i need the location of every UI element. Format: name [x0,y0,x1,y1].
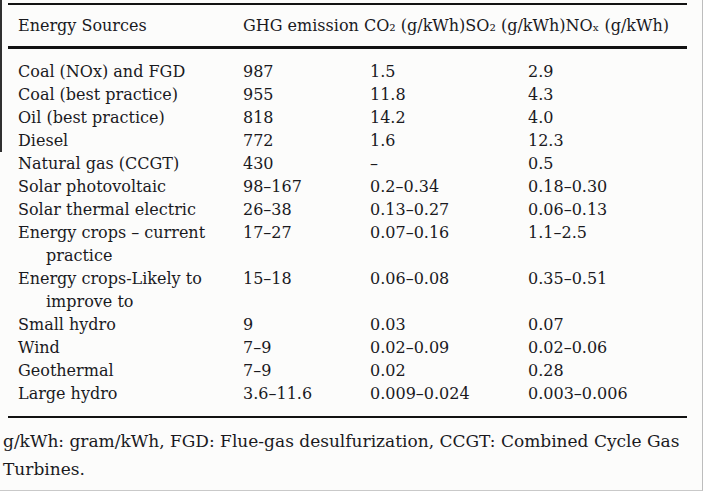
so2-value: 0.02 [370,359,528,382]
co2-value: 26–38 [243,198,370,221]
energy-source-name-cont: practice [18,244,243,267]
energy-source-cell: Energy crops-Likely to improve to [18,267,243,313]
table-row: Diesel 772 1.6 12.3 [18,129,687,152]
nox-value: 0.28 [528,359,687,382]
energy-source-cell: Coal (NOx) and FGD [18,60,243,83]
energy-source-cell: Oil (best practice) [18,106,243,129]
energy-source-name: Oil (best practice) [18,106,243,129]
co2-value: 7–9 [243,336,370,359]
co2-value: 9 [243,313,370,336]
table-row: Solar thermal electric 26–38 0.13–0.27 0… [18,198,687,221]
energy-source-cell: Small hydro [18,313,243,336]
table-body: Coal (NOx) and FGD 987 1.5 2.9 Coal (bes… [8,49,687,416]
co2-value: 3.6–11.6 [243,382,370,405]
emissions-table: Energy Sources GHG emission CO₂ (g/kWh)S… [8,3,687,418]
table-row: Large hydro 3.6–11.6 0.009–0.024 0.003–0… [18,382,687,405]
header-emissions: GHG emission CO₂ (g/kWh)SO₂ (g/kWh)NOₓ (… [243,16,687,35]
energy-source-name: Solar photovoltaic [18,175,243,198]
co2-value: 7–9 [243,359,370,382]
energy-source-name: Coal (NOx) and FGD [18,60,243,83]
co2-value: 17–27 [243,221,370,267]
table-row: Natural gas (CCGT) 430 – 0.5 [18,152,687,175]
co2-value: 955 [243,83,370,106]
energy-source-cell: Geothermal [18,359,243,382]
energy-source-cell: Solar photovoltaic [18,175,243,198]
so2-value: 11.8 [370,83,528,106]
nox-value: 4.0 [528,106,687,129]
energy-source-cell: Large hydro [18,382,243,405]
table-header-row: Energy Sources GHG emission CO₂ (g/kWh)S… [8,5,687,49]
co2-value: 15–18 [243,267,370,313]
energy-source-name: Wind [18,336,243,359]
table-row: Coal (NOx) and FGD 987 1.5 2.9 [18,60,687,83]
so2-value: 14.2 [370,106,528,129]
so2-value: 1.5 [370,60,528,83]
nox-value: 0.06–0.13 [528,198,687,221]
energy-source-name: Coal (best practice) [18,83,243,106]
energy-source-name: Small hydro [18,313,243,336]
energy-source-name: Large hydro [18,382,243,405]
nox-value: 0.35–0.51 [528,267,687,313]
co2-value: 818 [243,106,370,129]
nox-value: 1.1–2.5 [528,221,687,267]
energy-source-name: Energy crops-Likely to [18,267,243,290]
table-row: Coal (best practice) 955 11.8 4.3 [18,83,687,106]
table-row: Wind 7–9 0.02–0.09 0.02–0.06 [18,336,687,359]
nox-value: 4.3 [528,83,687,106]
so2-value: 0.13–0.27 [370,198,528,221]
nox-value: 2.9 [528,60,687,83]
nox-value: 12.3 [528,129,687,152]
energy-source-name: Solar thermal electric [18,198,243,221]
energy-source-name: Natural gas (CCGT) [18,152,243,175]
energy-source-cell: Energy crops – current practice [18,221,243,267]
header-energy-sources: Energy Sources [18,16,243,35]
footnote-line-2: Turbines. [3,456,696,484]
energy-source-name: Diesel [18,129,243,152]
energy-source-name-cont: improve to [18,290,243,313]
co2-value: 98–167 [243,175,370,198]
table-row: Solar photovoltaic 98–167 0.2–0.34 0.18–… [18,175,687,198]
energy-source-name: Geothermal [18,359,243,382]
table-row: Geothermal 7–9 0.02 0.28 [18,359,687,382]
energy-source-cell: Solar thermal electric [18,198,243,221]
energy-source-cell: Wind [18,336,243,359]
so2-value: – [370,152,528,175]
co2-value: 772 [243,129,370,152]
co2-value: 987 [243,60,370,83]
table-footnote: g/kWh: gram/kWh, FGD: Flue-gas desulfuri… [3,428,696,483]
energy-source-cell: Diesel [18,129,243,152]
energy-source-cell: Natural gas (CCGT) [18,152,243,175]
nox-value: 0.07 [528,313,687,336]
so2-value: 0.2–0.34 [370,175,528,198]
table-row: Oil (best practice) 818 14.2 4.0 [18,106,687,129]
energy-source-cell: Coal (best practice) [18,83,243,106]
paper-table-page: Energy Sources GHG emission CO₂ (g/kWh)S… [0,0,703,491]
so2-value: 0.03 [370,313,528,336]
scan-edge-artifact [0,0,2,152]
table-row: Small hydro 9 0.03 0.07 [18,313,687,336]
table-row: Energy crops – current practice 17–27 0.… [18,221,687,267]
so2-value: 0.06–0.08 [370,267,528,313]
energy-source-name: Energy crops – current [18,221,243,244]
nox-value: 0.003–0.006 [528,382,687,405]
so2-value: 0.009–0.024 [370,382,528,405]
nox-value: 0.02–0.06 [528,336,687,359]
co2-value: 430 [243,152,370,175]
so2-value: 0.02–0.09 [370,336,528,359]
nox-value: 0.18–0.30 [528,175,687,198]
footnote-line-1: g/kWh: gram/kWh, FGD: Flue-gas desulfuri… [3,428,696,456]
so2-value: 0.07–0.16 [370,221,528,267]
nox-value: 0.5 [528,152,687,175]
so2-value: 1.6 [370,129,528,152]
table-row: Energy crops-Likely to improve to 15–18 … [18,267,687,313]
